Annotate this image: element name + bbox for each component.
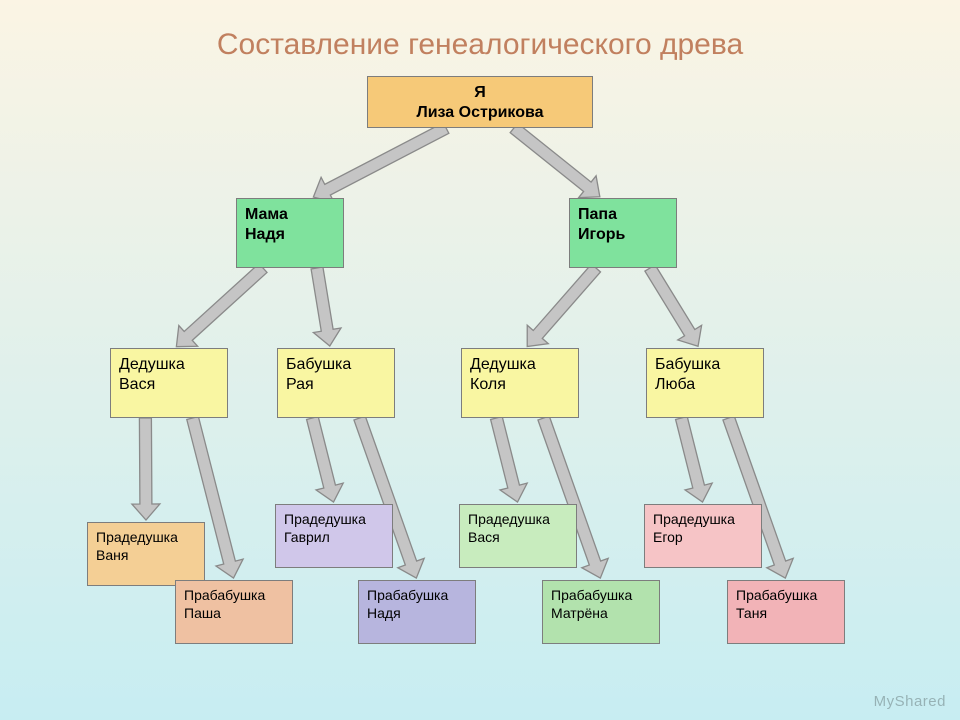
arrow-dad-to-gp4	[638, 261, 710, 354]
node-ggm3: Прабабушка Матрёна	[542, 580, 660, 644]
node-root: Я Лиза Острикова	[367, 76, 593, 128]
arrow-root-to-dad	[505, 117, 608, 208]
node-ggm1: Прабабушка Паша	[175, 580, 293, 644]
diagram-title: Составление генеалогического древа	[0, 28, 960, 62]
family-tree-diagram: Составление генеалогического древа Я Лиз…	[0, 0, 960, 720]
arrow-mom-to-gp1	[167, 258, 272, 357]
node-gp1: Дедушка Вася	[110, 348, 228, 418]
node-gp2: Бабушка Рая	[277, 348, 395, 418]
arrow-gp2-to-ggf2	[299, 415, 347, 506]
node-ggf4: Прадедушка Егор	[644, 504, 762, 568]
arrow-gp1-to-ggf1	[131, 418, 160, 520]
node-ggf3: Прадедушка Вася	[459, 504, 577, 568]
node-ggm4: Прабабушка Таня	[727, 580, 845, 644]
arrow-gp4-to-ggf4	[668, 415, 716, 506]
node-ggf2: Прадедушка Гаврил	[275, 504, 393, 568]
arrow-root-to-mom	[307, 116, 453, 210]
arrow-dad-to-gp3	[517, 259, 607, 356]
node-ggm2: Прабабушка Надя	[358, 580, 476, 644]
node-ggf1: Прадедушка Ваня	[87, 522, 205, 586]
node-gp3: Дедушка Коля	[461, 348, 579, 418]
arrow-gp3-to-ggf3	[483, 415, 531, 506]
node-mom: Мама Надя	[236, 198, 344, 268]
watermark: MyShared	[874, 693, 946, 710]
arrow-mom-to-gp2	[303, 266, 343, 349]
node-dad: Папа Игорь	[569, 198, 677, 268]
node-gp4: Бабушка Люба	[646, 348, 764, 418]
